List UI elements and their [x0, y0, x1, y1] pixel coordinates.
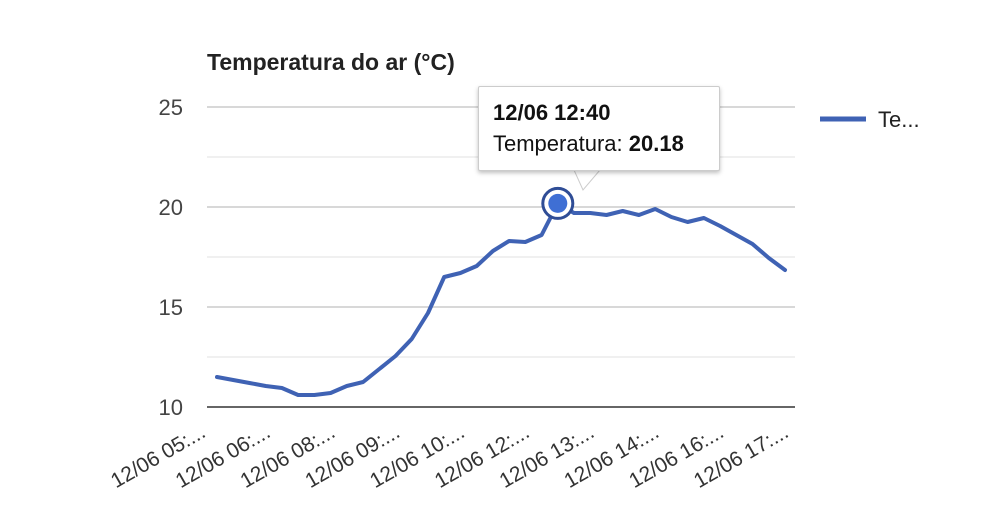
- x-axis-ticks: 12/06 05:...12/06 06:...12/06 08:...12/0…: [107, 420, 793, 492]
- data-tooltip: 12/06 12:40 Temperatura: 20.18: [478, 86, 720, 171]
- y-tick-label: 20: [159, 195, 183, 220]
- tooltip-value: 20.18: [628, 131, 684, 156]
- y-tick-label: 15: [159, 295, 183, 320]
- chart-title: Temperatura do ar (°C): [207, 49, 455, 75]
- highlight-point[interactable]: [548, 193, 568, 213]
- legend-label: Te...: [878, 107, 920, 132]
- y-tick-label: 25: [159, 95, 183, 120]
- tooltip-timestamp: 12/06 12:40: [493, 100, 611, 125]
- y-tick-label: 10: [159, 395, 183, 420]
- series-line-temperatura[interactable]: [215, 201, 787, 397]
- tooltip-series-label: Temperatura:: [493, 131, 623, 156]
- legend[interactable]: Te...: [820, 107, 920, 132]
- tooltip-row: Temperatura: 20.18: [493, 128, 705, 160]
- y-axis-ticks: 10 15 20 25: [159, 95, 183, 420]
